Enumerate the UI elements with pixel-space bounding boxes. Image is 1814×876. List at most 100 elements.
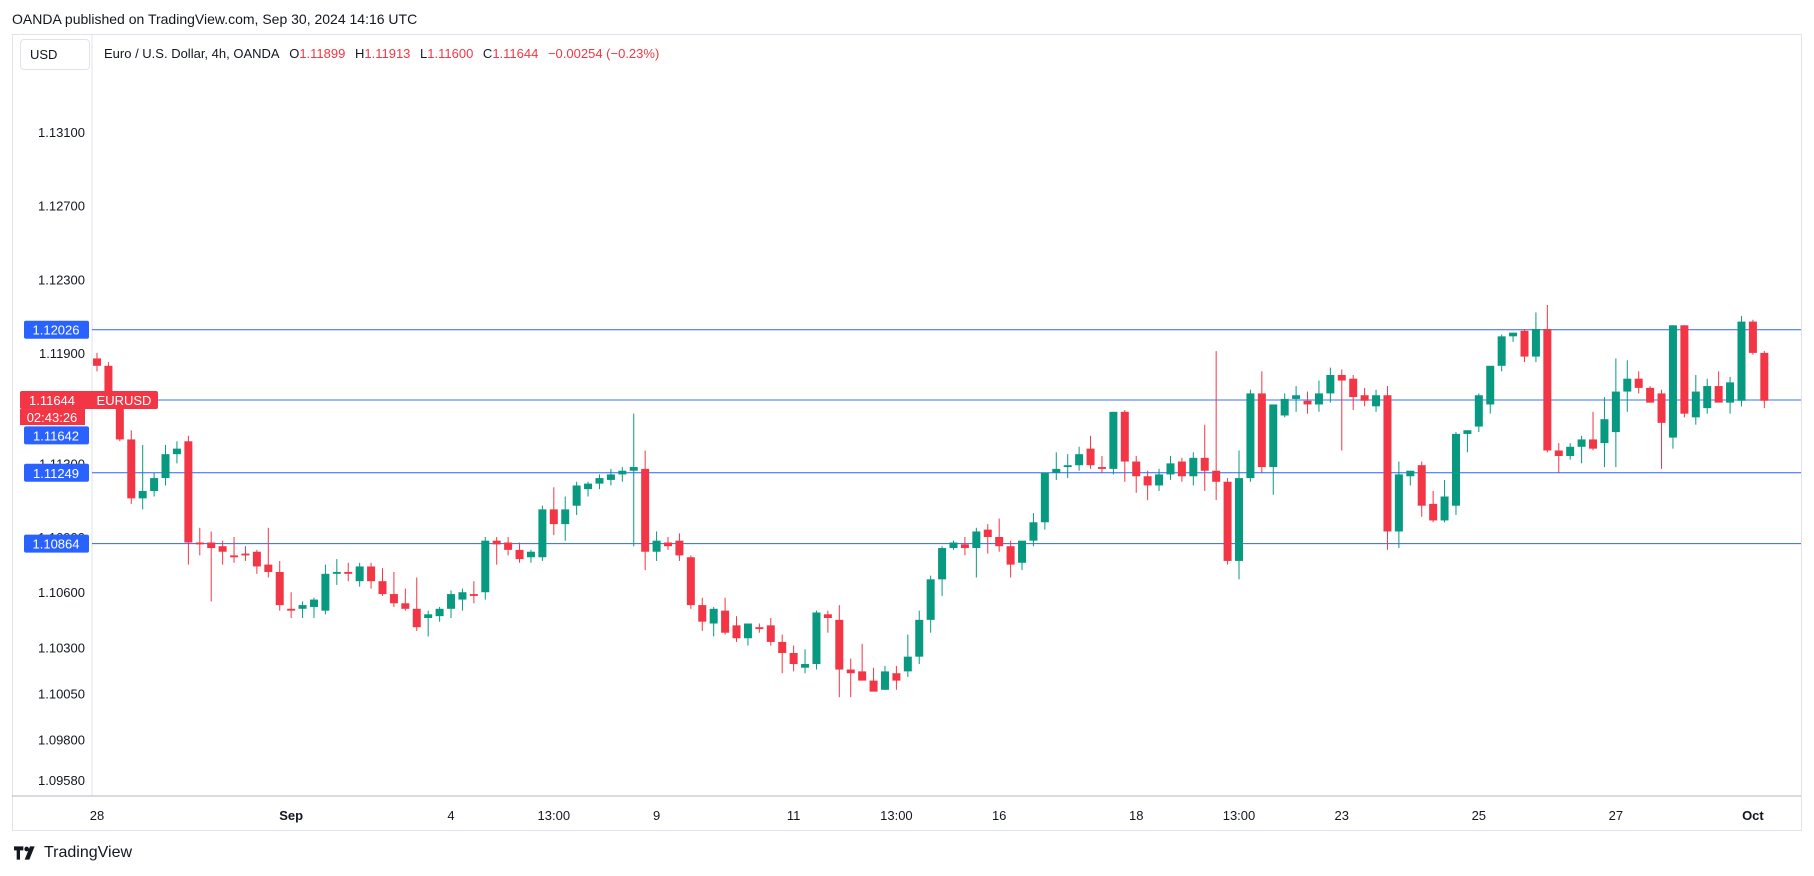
candle-body[interactable] (1280, 398, 1289, 416)
candle-body[interactable] (1120, 411, 1129, 462)
candle-body[interactable] (846, 669, 855, 674)
candle-body[interactable] (606, 474, 615, 480)
candle-body[interactable] (150, 478, 159, 491)
candle-body[interactable] (972, 531, 981, 549)
candle-body[interactable] (1006, 546, 1015, 565)
candle-body[interactable] (1737, 321, 1746, 401)
candle-body[interactable] (172, 448, 181, 455)
candle-body[interactable] (789, 652, 798, 665)
candle-body[interactable] (1406, 470, 1415, 477)
candle-body[interactable] (424, 614, 433, 618)
candle-body[interactable] (412, 608, 421, 628)
candle-body[interactable] (1097, 467, 1106, 469)
candle-body[interactable] (641, 468, 650, 552)
candle-body[interactable] (1292, 395, 1301, 399)
candle-body[interactable] (1109, 411, 1118, 469)
candle-body[interactable] (869, 680, 878, 692)
candle-body[interactable] (1337, 375, 1346, 381)
candle-body[interactable] (275, 571, 284, 606)
candle-body[interactable] (1726, 382, 1735, 403)
candle-body[interactable] (1246, 393, 1255, 479)
candle-body[interactable] (995, 537, 1004, 547)
candle-body[interactable] (1372, 395, 1381, 407)
candle-body[interactable] (127, 439, 136, 499)
candle-body[interactable] (629, 467, 638, 471)
candle-body[interactable] (1703, 386, 1712, 409)
candle-body[interactable] (1383, 395, 1392, 532)
candle-body[interactable] (1589, 439, 1598, 449)
candle-body[interactable] (1063, 465, 1072, 468)
candle-body[interactable] (1189, 457, 1198, 477)
candle-body[interactable] (1600, 419, 1609, 444)
candle-body[interactable] (1577, 439, 1586, 447)
candle-body[interactable] (469, 594, 478, 596)
candle-body[interactable] (1417, 465, 1426, 506)
candle-body[interactable] (492, 540, 501, 545)
candle-body[interactable] (538, 509, 547, 558)
candle-body[interactable] (241, 553, 250, 556)
candle-body[interactable] (1554, 450, 1563, 456)
candle-body[interactable] (447, 594, 456, 609)
candle-body[interactable] (1497, 336, 1506, 366)
candle-body[interactable] (1543, 328, 1552, 451)
candle-body[interactable] (1143, 476, 1152, 486)
candle-body[interactable] (1018, 540, 1027, 563)
candle-body[interactable] (1566, 446, 1575, 456)
candle-body[interactable] (207, 542, 216, 549)
candle-body[interactable] (1463, 430, 1472, 434)
candle-body[interactable] (880, 671, 889, 690)
candle-body[interactable] (721, 610, 730, 633)
candle-body[interactable] (858, 671, 867, 681)
candle-body[interactable] (458, 592, 467, 600)
candle-body[interactable] (949, 542, 958, 549)
candle-body[interactable] (332, 571, 341, 574)
candle-body[interactable] (1360, 395, 1369, 401)
candle-body[interactable] (1486, 365, 1495, 405)
candle-body[interactable] (1760, 352, 1769, 401)
candle-body[interactable] (1235, 478, 1243, 561)
candle-body[interactable] (1531, 328, 1540, 357)
candle-body[interactable] (115, 404, 124, 440)
candle-body[interactable] (1303, 400, 1312, 405)
candle-body[interactable] (1657, 393, 1666, 423)
candle-body[interactable] (766, 625, 775, 642)
candle-body[interactable] (835, 619, 844, 670)
candle-body[interactable] (389, 594, 398, 604)
candle-body[interactable] (355, 566, 364, 582)
candle-body[interactable] (252, 551, 261, 567)
candle-body[interactable] (698, 605, 707, 622)
candle-body[interactable] (960, 544, 969, 549)
candle-body[interactable] (1040, 472, 1049, 523)
candle-body[interactable] (1611, 391, 1620, 433)
candle-body[interactable] (526, 551, 535, 558)
candle-body[interactable] (1714, 386, 1723, 403)
candle-body[interactable] (1691, 391, 1700, 418)
candle-body[interactable] (93, 358, 101, 366)
candle-body[interactable] (1748, 321, 1757, 353)
candle-body[interactable] (264, 564, 273, 572)
currency-button[interactable]: USD (20, 39, 90, 70)
candle-body[interactable] (1166, 463, 1175, 475)
candle-body[interactable] (584, 483, 593, 490)
candle-body[interactable] (664, 542, 672, 547)
candle-body[interactable] (1212, 470, 1221, 482)
candle-body[interactable] (367, 566, 376, 582)
candle-body[interactable] (309, 599, 318, 607)
candle-body[interactable] (504, 542, 513, 550)
candle-body[interactable] (595, 478, 604, 484)
candle-body[interactable] (378, 581, 387, 595)
candle-body[interactable] (1132, 461, 1141, 477)
candle-body[interactable] (1623, 378, 1632, 392)
candle-body[interactable] (915, 619, 924, 657)
candle-body[interactable] (1257, 393, 1266, 468)
candle-body[interactable] (549, 509, 558, 525)
candle-body[interactable] (892, 673, 901, 681)
candle-body[interactable] (1634, 378, 1643, 388)
candle-body[interactable] (230, 555, 239, 558)
candle-body[interactable] (812, 612, 821, 665)
candle-body[interactable] (983, 529, 992, 537)
candle-body[interactable] (1474, 395, 1483, 427)
candle-body[interactable] (1429, 503, 1438, 521)
candle-body[interactable] (1349, 378, 1358, 398)
candle-body[interactable] (652, 540, 661, 552)
